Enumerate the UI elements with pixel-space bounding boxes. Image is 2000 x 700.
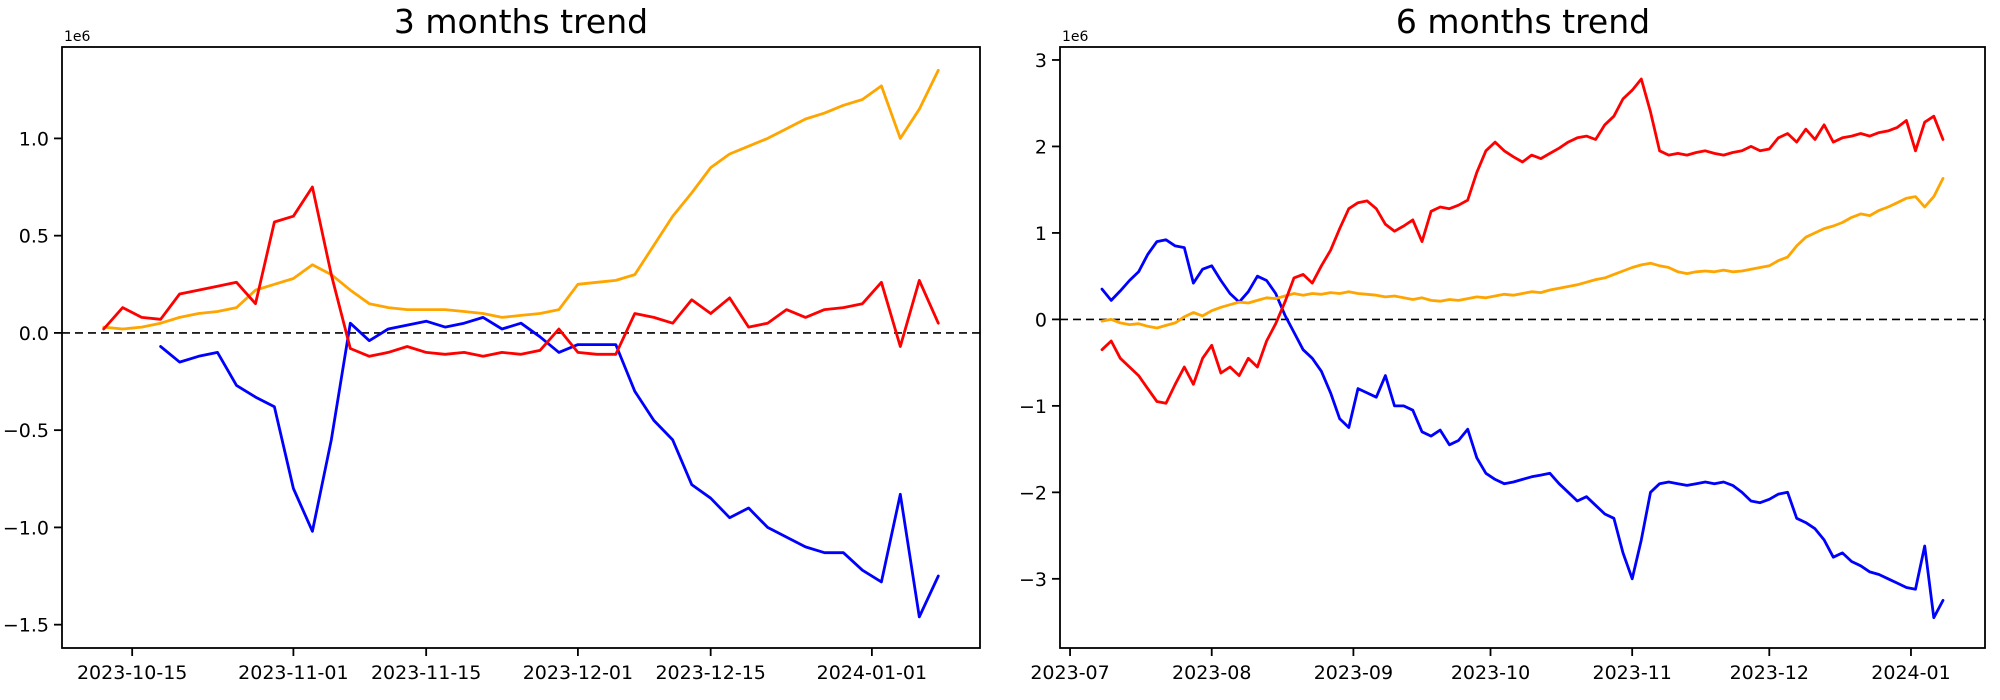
y-tick-label: 0.5 [19, 226, 49, 248]
chart-title-3-months: 3 months trend [393, 2, 649, 41]
series-line-blue [159, 315, 940, 619]
series-line-blue [1100, 238, 1945, 620]
y-tick-label: −1 [1019, 396, 1047, 418]
x-tick-label: 2024-01-01 [817, 662, 927, 684]
series-line-orange [102, 68, 940, 331]
y-tick-label: 2 [1035, 136, 1047, 158]
y-tick-label: −1.5 [3, 615, 49, 637]
x-tick-label: 2024-01 [1871, 662, 1950, 684]
y-tick-label: 1.0 [19, 128, 49, 150]
chart-title-6-months: 6 months trend [1395, 2, 1651, 41]
x-tick-label: 2023-12-01 [523, 662, 633, 684]
x-tick-label: 2023-11-15 [371, 662, 481, 684]
x-tick-label: 2023-10-15 [77, 662, 187, 684]
x-tick-label: 2023-10 [1451, 662, 1530, 684]
y-tick-label: 3 [1035, 50, 1047, 72]
y-tick-label: 0.0 [19, 323, 49, 345]
series-line-red [102, 185, 940, 358]
axes-border [1059, 46, 1986, 649]
axes-border [61, 46, 981, 649]
y-tick-label: −0.5 [3, 420, 49, 442]
y-axis-multiplier-label: 1e6 [1062, 29, 1089, 45]
y-axis-multiplier-label: 1e6 [64, 29, 91, 45]
series-line-orange [1100, 176, 1945, 330]
y-tick-label: −3 [1019, 569, 1047, 591]
plot-6-months: 3 2 1 0 −1 −2 −3 2023-07 2023-08 2023-09 2023-10 20… [1019, 29, 1986, 684]
y-tick-label: 1 [1035, 223, 1047, 245]
plot-3-months: 1.0 0.5 0.0 −0.5 −1.0 −1.5 2023-10-15 2023-11-0… [3, 29, 981, 684]
series-line-red [1100, 77, 1945, 405]
x-tick-label: 2023-08 [1172, 662, 1251, 684]
x-tick-label: 2023-11-01 [238, 662, 348, 684]
x-tick-label: 2023-07 [1030, 662, 1109, 684]
x-tick-label: 2023-11 [1592, 662, 1671, 684]
x-tick-label: 2023-09 [1314, 662, 1393, 684]
y-tick-label: 0 [1035, 309, 1047, 331]
y-tick-label: −2 [1019, 482, 1047, 504]
x-tick-label: 2023-12-15 [655, 662, 765, 684]
y-tick-label: −1.0 [3, 517, 49, 539]
x-tick-label: 2023-12 [1730, 662, 1809, 684]
